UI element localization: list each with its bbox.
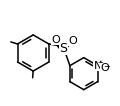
Text: +: + [97, 60, 103, 66]
Text: N: N [93, 61, 102, 71]
Text: O: O [68, 36, 77, 46]
Text: −: − [104, 62, 111, 71]
Text: O: O [51, 35, 60, 45]
Text: O: O [100, 63, 109, 73]
Text: S: S [60, 42, 68, 55]
